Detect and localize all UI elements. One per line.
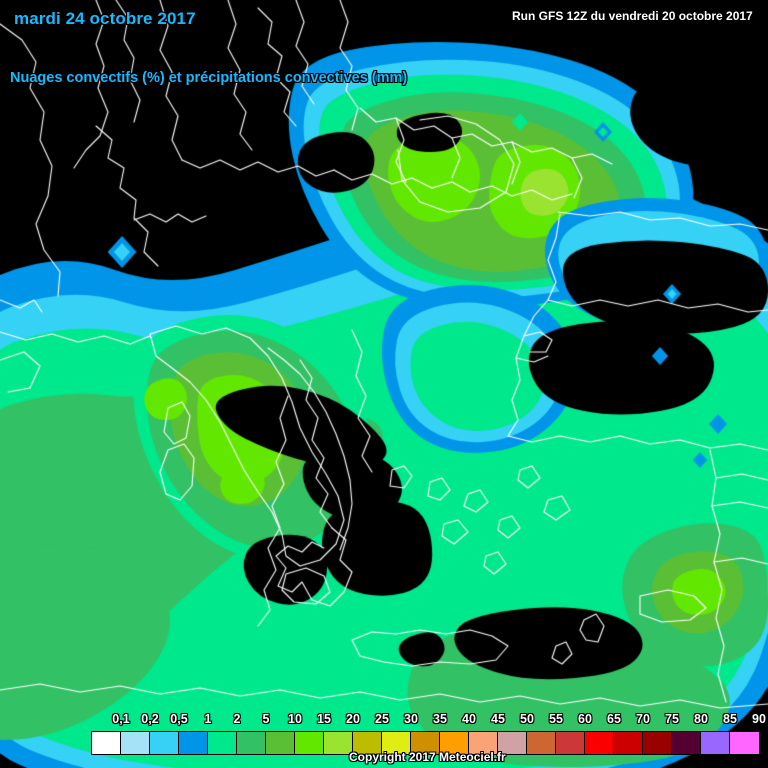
legend-tick-label: 10 <box>288 712 302 726</box>
legend-swatch <box>643 732 672 754</box>
legend-tick-label: 25 <box>375 712 389 726</box>
legend-tick-label: 5 <box>262 712 270 726</box>
legend-tick-label: 80 <box>694 712 708 726</box>
legend-tick-label: 90 <box>752 712 766 726</box>
legend-swatch <box>295 732 324 754</box>
legend-swatch <box>237 732 266 754</box>
legend-swatch <box>411 732 440 754</box>
legend-tick-label: 35 <box>433 712 447 726</box>
copyright-label: Copyright 2017 Meteociel.fr <box>349 750 506 764</box>
legend-tick-label: 85 <box>723 712 737 726</box>
legend-swatch <box>701 732 730 754</box>
legend-tick-labels: 0,1 0,2 0,5 1 2 5 10 15 20 25 30 35 40 45 50 55 60 65 70 75… <box>91 712 766 729</box>
legend-swatch <box>440 732 469 754</box>
legend-tick-label: 75 <box>665 712 679 726</box>
legend-swatch <box>266 732 295 754</box>
legend-tick-label: 50 <box>520 712 534 726</box>
legend-tick-label: 0,2 <box>141 712 159 726</box>
legend-swatch <box>498 732 527 754</box>
legend-swatch <box>614 732 643 754</box>
legend-tick-label: 45 <box>491 712 505 726</box>
legend-tick-label: 30 <box>404 712 418 726</box>
legend-swatch <box>382 732 411 754</box>
legend-swatch <box>179 732 208 754</box>
legend-tick-label: 0,5 <box>170 712 188 726</box>
legend-tick-label: 55 <box>549 712 563 726</box>
legend-tick-label: 1 <box>204 712 212 726</box>
legend-color-bar <box>91 731 760 755</box>
legend-swatch <box>324 732 353 754</box>
legend-swatch <box>208 732 237 754</box>
forecast-date-label: mardi 24 octobre 2017 <box>14 9 196 28</box>
legend-swatch <box>353 732 382 754</box>
legend-swatch <box>527 732 556 754</box>
legend-swatch <box>672 732 701 754</box>
parameter-title-label: Nuages convectifs (%) et précipitations … <box>10 70 408 86</box>
legend-swatch <box>585 732 614 754</box>
legend-swatch <box>121 732 150 754</box>
legend-swatch <box>92 732 121 754</box>
legend-tick-label: 65 <box>607 712 621 726</box>
model-run-label: Run GFS 12Z du vendredi 20 octobre 2017 <box>512 9 753 23</box>
legend-tick-label: 0,1 <box>112 712 130 726</box>
legend-tick-label: 2 <box>233 712 241 726</box>
legend-tick-label: 70 <box>636 712 650 726</box>
legend-tick-label: 40 <box>462 712 476 726</box>
legend-swatch <box>730 732 759 754</box>
color-scale-legend: 0,1 0,2 0,5 1 2 5 10 15 20 25 30 35 40 45 50 55 60 65 70 75… <box>91 712 766 756</box>
legend-tick-label: 15 <box>317 712 331 726</box>
legend-swatch <box>556 732 585 754</box>
legend-tick-label: 60 <box>578 712 592 726</box>
legend-swatch <box>150 732 179 754</box>
legend-swatch <box>469 732 498 754</box>
legend-tick-label: 20 <box>346 712 360 726</box>
